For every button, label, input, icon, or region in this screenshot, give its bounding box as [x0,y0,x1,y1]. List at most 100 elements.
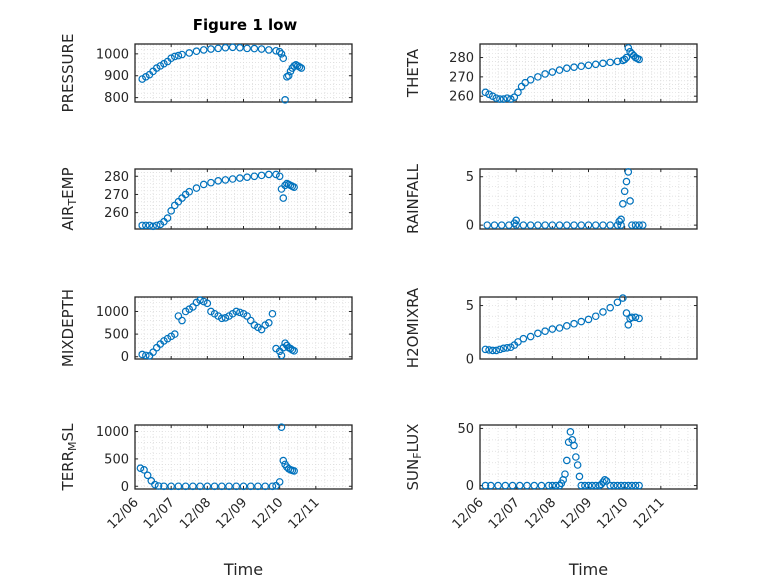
data-point [207,45,215,53]
data-point [602,477,611,485]
data-point [519,334,528,343]
data-point [566,428,575,436]
y-axis-label: H2OMIXRA [404,287,422,368]
data-point [196,296,204,304]
data-point [192,184,201,192]
y-tick-label: 260 [449,90,474,105]
data-point [265,170,273,179]
data-point [149,222,157,231]
data-point [485,346,493,354]
data-point [149,348,157,357]
data-point [635,314,643,323]
data-point [562,322,571,330]
data-point [246,316,255,325]
data-point [591,60,600,69]
data-point [279,54,288,63]
data-point [481,345,490,354]
data-point [506,95,515,103]
y-tick-label: 500 [104,328,129,343]
data-point [499,95,508,103]
data-point [488,346,497,355]
x-tick-label: 12/08 [522,495,559,532]
data-point [599,308,607,316]
data-point [534,73,542,81]
data-point [239,482,248,491]
data-point [503,343,511,352]
data-point [534,329,542,338]
data-point [236,174,244,182]
data-point [526,221,535,229]
data-point [196,482,204,491]
data-point [584,481,593,490]
data-point [584,61,593,70]
data-point [277,50,286,58]
data-point [268,309,277,318]
data-point [606,58,615,67]
data-point [526,332,535,341]
data-point [573,461,582,469]
data-point [481,481,490,490]
data-point [290,183,298,191]
data-point [570,221,578,229]
data-point [250,44,259,53]
data-point [272,170,280,179]
data-point [281,339,289,347]
data-point [488,92,497,101]
data-point [265,318,273,327]
data-point [167,482,175,491]
data-point [588,481,596,490]
x-tick-label: 12/11 [286,495,323,532]
data-point [178,50,186,59]
y-tick-label: 280 [449,51,474,66]
data-point [232,307,241,316]
subplot-1: 800 900 1000 PRESSURE [59,34,353,113]
y-axis-label: AIRTEMP [59,167,79,230]
subplot-grid: 800 900 1000 PRESSURE 260 270 280 THETA 260 270 28… [59,34,698,579]
data-point [622,177,631,186]
data-point [218,482,226,491]
y-axis-label: RAINFALL [404,163,422,234]
data-point [236,43,244,52]
data-point [619,200,627,208]
data-point [581,481,589,490]
data-point [221,176,230,184]
y-tick-label: 1000 [96,425,129,440]
data-point [599,59,607,68]
y-tick-label: 1000 [96,305,129,320]
data-point [138,221,147,230]
data-point [203,299,212,308]
subplot-5: 0 500 1000 MIXDEPTH [59,289,353,367]
x-tick-label: 12/10 [249,495,286,532]
data-point [174,312,183,320]
x-tick-label: 12/10 [594,495,631,532]
data-point [613,221,622,229]
data-point [218,314,226,323]
data-point [232,482,241,491]
y-axis-label: PRESSURE [59,34,77,113]
data-point [257,171,266,180]
data-point [541,327,549,336]
y-axis-label: SUNFLUX [404,424,424,491]
data-point [281,96,289,104]
data-point [250,172,259,181]
data-point [199,46,208,54]
data-point [268,482,277,491]
data-point [606,303,615,312]
data-point [503,94,511,102]
data-point [485,90,493,99]
data-point [170,52,179,61]
data-point [178,316,186,325]
data-point [494,481,502,490]
data-point [514,88,522,97]
data-point [189,303,197,311]
data-point [496,95,504,103]
data-point [610,481,618,490]
x-tick-label: 12/06 [450,495,487,532]
data-point [152,221,161,230]
data-point [163,214,172,222]
data-point [562,456,571,465]
data-point [555,66,564,74]
data-point [143,471,152,480]
data-point [281,181,289,190]
data-point [562,64,571,72]
